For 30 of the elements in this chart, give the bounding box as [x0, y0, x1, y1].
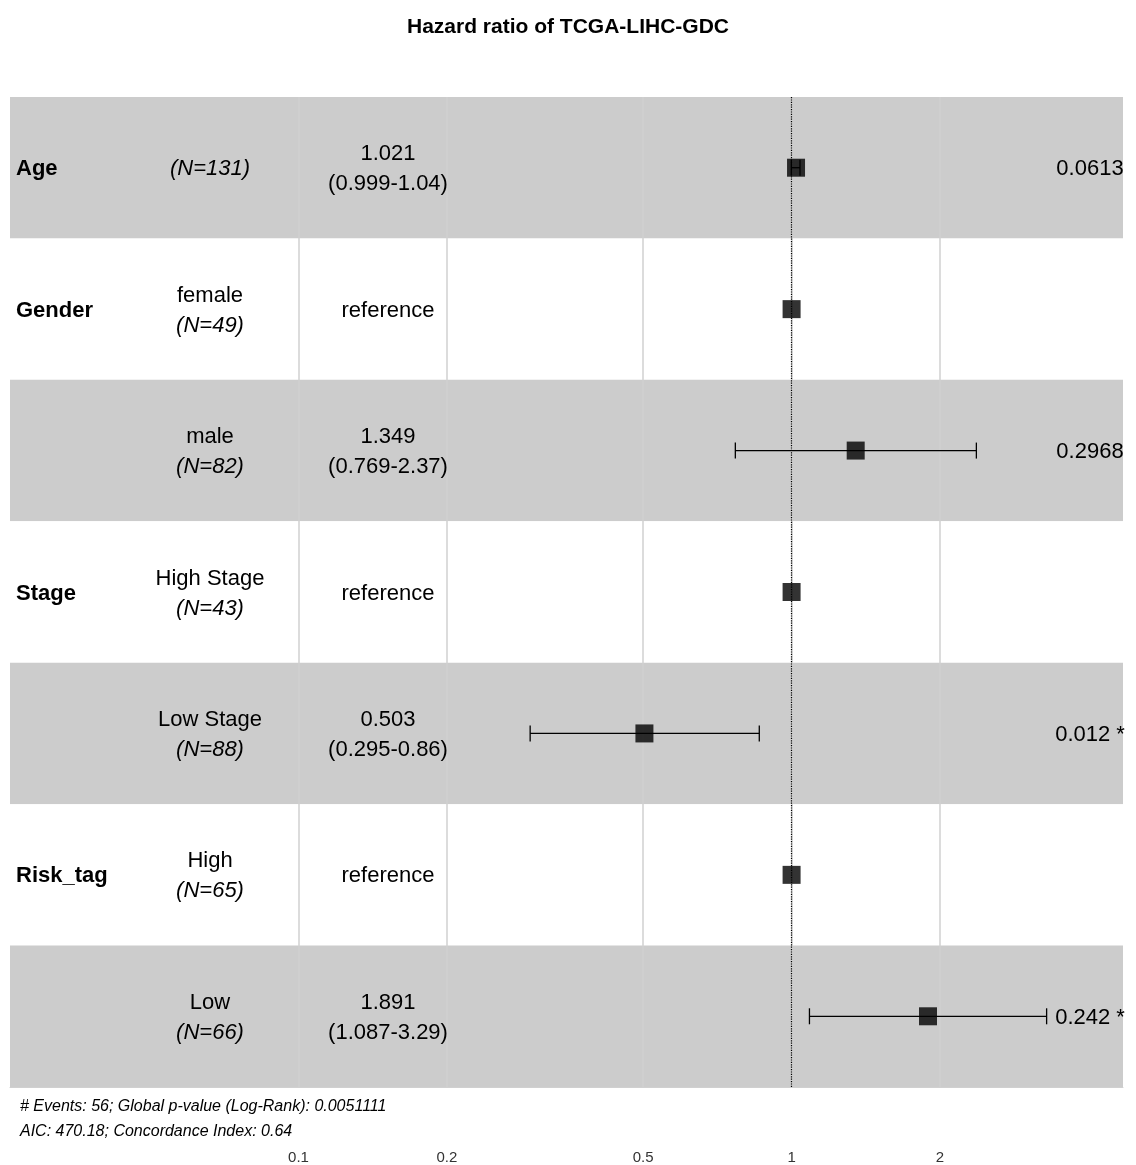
- annotation: 0.503 (0.295-0.86): [328, 705, 448, 761]
- annotation: 1.349 (0.769-2.37): [328, 423, 448, 479]
- y-tick-label: male (N=82): [176, 423, 244, 479]
- annotation: reference: [341, 579, 435, 605]
- annotation: 1.021 (0.999-1.04): [328, 140, 448, 196]
- annotation: Gender: [16, 296, 94, 322]
- y-tick-label: Low (N=66): [176, 988, 244, 1044]
- y-tick-label: female (N=49): [176, 281, 244, 337]
- text: # Events: 56; Global p-value (Log-Rank): 0.0051111: [20, 1096, 387, 1114]
- annotation: 0.2968: [1056, 438, 1124, 464]
- x-tick-label: 0.1: [288, 1148, 309, 1165]
- annotation: Stage: [16, 579, 76, 605]
- x-tick-label: 2: [935, 1148, 945, 1165]
- annotation: 0.0613: [1056, 155, 1124, 181]
- annotation: Age: [16, 155, 58, 181]
- annotation: 0.012 *: [1055, 720, 1126, 746]
- annotation: Risk_tag: [16, 862, 108, 888]
- annotation: 0.242 *: [1055, 1003, 1126, 1029]
- text: AIC: 470.18; Concordance Index: 0.64: [19, 1121, 293, 1139]
- annotation: 1.891 (1.087-3.29): [328, 988, 448, 1044]
- chart-title: Hazard ratio of TCGA-LIHC-GDC: [407, 14, 729, 37]
- y-tick-label: High (N=65): [176, 847, 244, 903]
- y-tick-label: High Stage (N=43): [155, 564, 265, 620]
- x-tick-label: 0.5: [632, 1148, 654, 1165]
- y-tick-label: (N=131): [169, 155, 251, 181]
- annotation: reference: [341, 296, 435, 322]
- annotation: reference: [341, 862, 435, 888]
- y-tick-label: Low Stage (N=88): [158, 705, 262, 761]
- x-tick-label: 0.2: [436, 1148, 458, 1165]
- x-tick-label: 1: [787, 1148, 796, 1165]
